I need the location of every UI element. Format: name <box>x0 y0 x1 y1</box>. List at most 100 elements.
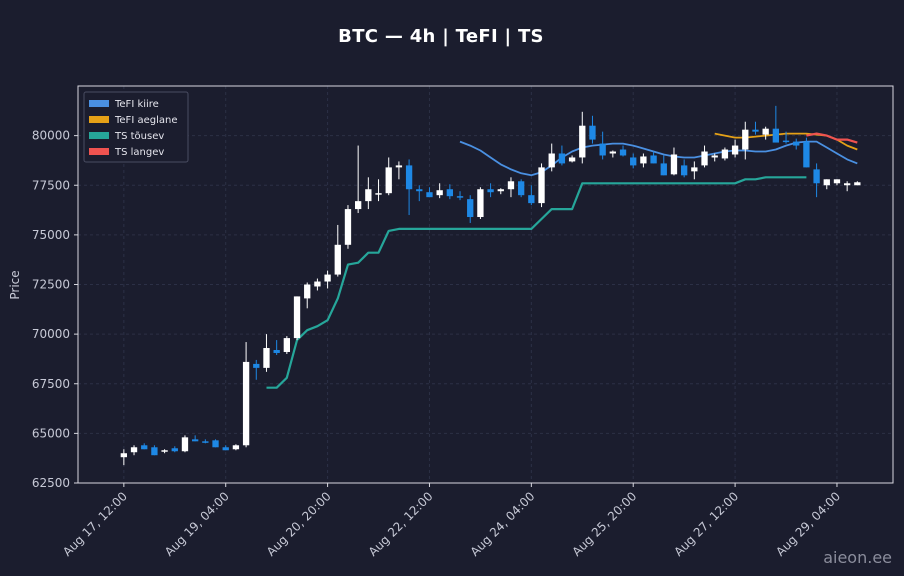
candle <box>151 445 158 456</box>
candle <box>538 163 545 208</box>
candle <box>813 163 820 198</box>
candle <box>609 150 617 158</box>
candle <box>314 278 321 291</box>
candle-body <box>579 125 586 158</box>
candle <box>222 445 229 451</box>
candle-body <box>568 157 576 162</box>
candle <box>823 179 830 190</box>
legend-swatch <box>89 148 109 155</box>
candle <box>416 185 423 202</box>
chart-title: BTC — 4h | TeFI | TS <box>338 26 544 47</box>
candle <box>334 224 341 277</box>
x-tick-label: Aug 20, 20:00 <box>264 489 334 559</box>
candle-body <box>141 445 148 450</box>
candle <box>660 155 667 176</box>
x-tick-label: Aug 19, 04:00 <box>162 489 232 559</box>
candle <box>630 153 637 169</box>
candle <box>477 187 484 219</box>
candle <box>701 145 708 168</box>
candle <box>191 435 199 442</box>
candle <box>436 183 443 199</box>
legend-swatch <box>89 116 109 123</box>
candle <box>354 145 362 214</box>
grid-layer <box>78 86 893 484</box>
candle <box>232 444 240 451</box>
candle <box>375 179 382 202</box>
candle <box>141 443 148 450</box>
candle-body <box>212 440 219 448</box>
candle <box>446 184 454 200</box>
candle <box>120 449 128 466</box>
candle-body <box>843 183 851 186</box>
candle <box>833 179 841 186</box>
y-axis-label: Price <box>8 270 22 299</box>
candle <box>304 282 311 309</box>
candle <box>426 187 433 198</box>
candle-body <box>344 209 352 245</box>
series-line-ts-langev <box>806 132 858 144</box>
candle-body <box>222 447 229 451</box>
x-tick-label: Aug 17, 12:00 <box>60 489 130 559</box>
candle-body <box>721 149 729 159</box>
candle <box>395 161 403 180</box>
candle-body <box>680 165 688 176</box>
legend-label: TS tõusev <box>114 131 164 142</box>
candle-body <box>782 140 790 143</box>
y-tick-label: 75000 <box>32 228 70 242</box>
candle-body <box>293 296 301 339</box>
x-tick-label: Aug 27, 12:00 <box>671 489 741 559</box>
candle <box>202 439 209 444</box>
candle-body <box>304 284 311 299</box>
candle <box>467 195 474 223</box>
x-tick-label: Aug 25, 20:00 <box>570 489 640 559</box>
legend-swatch <box>89 100 109 107</box>
candle-body <box>487 189 494 193</box>
candle <box>548 143 555 172</box>
candle-body <box>630 157 637 166</box>
candle <box>293 296 301 341</box>
candle-body <box>609 151 617 154</box>
candle <box>253 359 260 380</box>
x-tick-label: Aug 22, 12:00 <box>366 489 436 559</box>
y-tick-label: 65000 <box>32 426 70 440</box>
candle <box>487 183 494 198</box>
candle-body <box>181 437 189 452</box>
candle <box>405 159 413 216</box>
candle <box>772 105 780 143</box>
candle <box>721 147 729 161</box>
candle <box>619 145 627 157</box>
candle <box>171 446 178 453</box>
candle-body <box>742 129 749 150</box>
candle <box>752 121 759 135</box>
candle-body <box>803 141 810 168</box>
candle <box>456 191 464 201</box>
legend-label: TS langev <box>114 147 164 158</box>
candle-body <box>151 447 158 456</box>
candle <box>507 177 515 198</box>
candle <box>273 340 280 355</box>
candle-body <box>161 450 168 452</box>
candle <box>263 334 270 372</box>
candle-body <box>456 196 464 198</box>
y-tick-label: 62500 <box>32 476 70 490</box>
candle <box>843 181 851 192</box>
y-tick-label: 80000 <box>32 129 70 143</box>
candle-body <box>446 189 454 197</box>
candle <box>324 270 331 289</box>
candle-body <box>263 348 270 368</box>
legend-box <box>83 91 189 163</box>
candle <box>528 185 535 206</box>
candle-body <box>273 350 280 353</box>
candle <box>854 181 861 186</box>
candle-body <box>833 179 841 184</box>
candle <box>680 159 688 178</box>
y-tick-label: 72500 <box>32 278 70 292</box>
y-tick-label: 70000 <box>32 327 70 341</box>
candle-body <box>517 181 525 196</box>
legend: TeFI kiire TeFI aeglane TS tõusev TS langev <box>83 91 189 163</box>
candle <box>161 449 168 454</box>
candle <box>579 111 586 164</box>
series-line-ts-t-usev <box>266 176 807 389</box>
candle-body <box>691 167 698 172</box>
candle-body <box>854 182 861 186</box>
